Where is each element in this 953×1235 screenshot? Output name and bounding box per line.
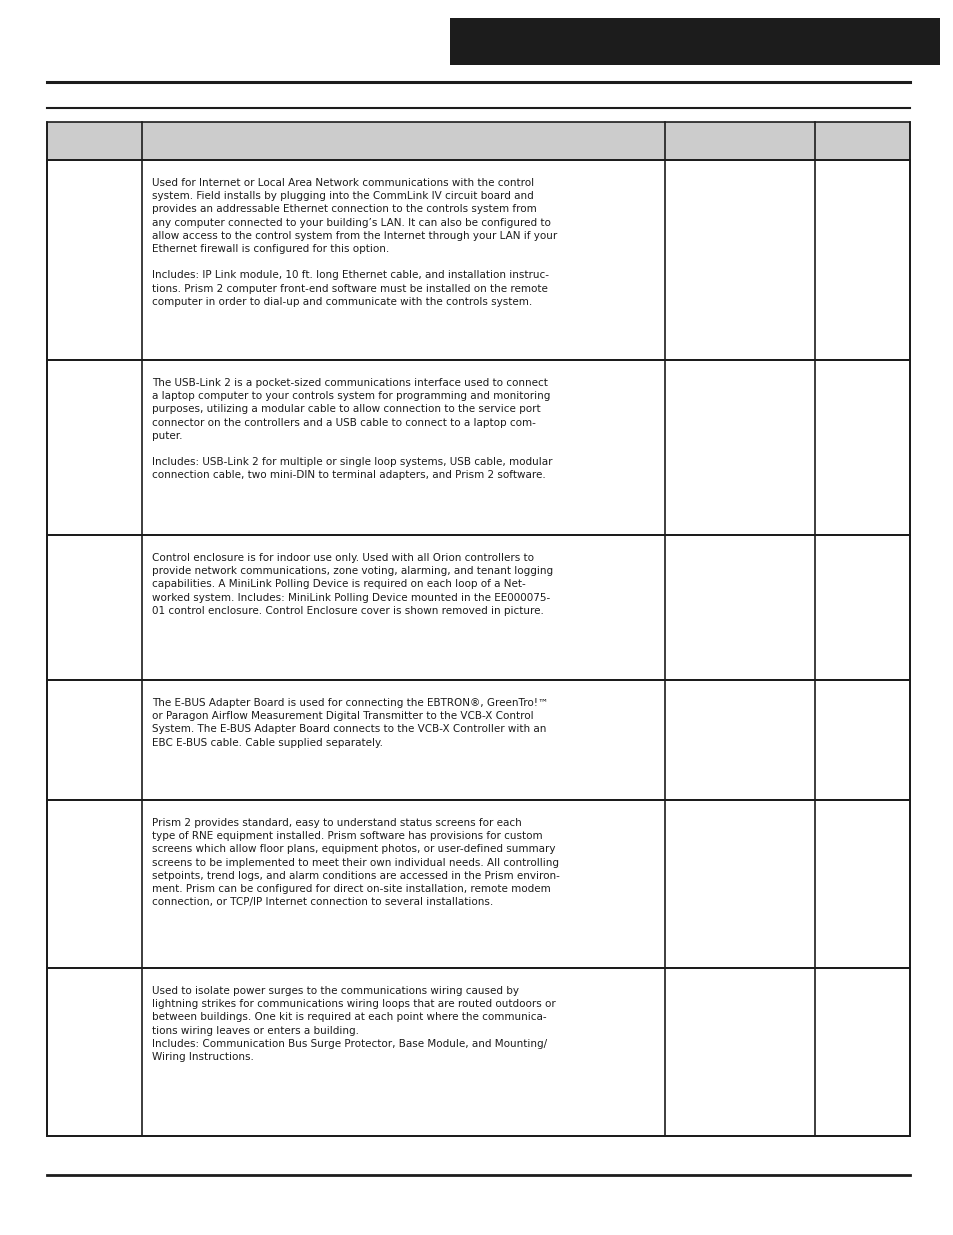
Bar: [47, 680, 909, 800]
Text: Prism 2 provides standard, easy to understand status screens for each
type of RN: Prism 2 provides standard, easy to under…: [152, 818, 559, 908]
Bar: [47, 968, 909, 1136]
Bar: [47, 122, 909, 161]
Bar: [47, 359, 909, 535]
Text: The E-BUS Adapter Board is used for connecting the EBTRON®, GreenTro!™
or Parago: The E-BUS Adapter Board is used for conn…: [152, 698, 548, 747]
Bar: [47, 161, 909, 359]
Bar: [47, 359, 909, 535]
Bar: [47, 800, 909, 968]
Text: Used to isolate power surges to the communications wiring caused by
lightning st: Used to isolate power surges to the comm…: [152, 986, 556, 1062]
Bar: [47, 968, 909, 1136]
Text: The USB-Link 2 is a pocket-sized communications interface used to connect
a lapt: The USB-Link 2 is a pocket-sized communi…: [152, 378, 552, 480]
Bar: [47, 535, 909, 680]
Text: Used for Internet or Local Area Network communications with the control
system. : Used for Internet or Local Area Network …: [152, 178, 557, 306]
Bar: [450, 19, 939, 65]
Bar: [47, 161, 909, 359]
Text: Control enclosure is for indoor use only. Used with all Orion controllers to
pro: Control enclosure is for indoor use only…: [152, 553, 553, 616]
Bar: [47, 800, 909, 968]
Bar: [47, 680, 909, 800]
Bar: [47, 535, 909, 680]
